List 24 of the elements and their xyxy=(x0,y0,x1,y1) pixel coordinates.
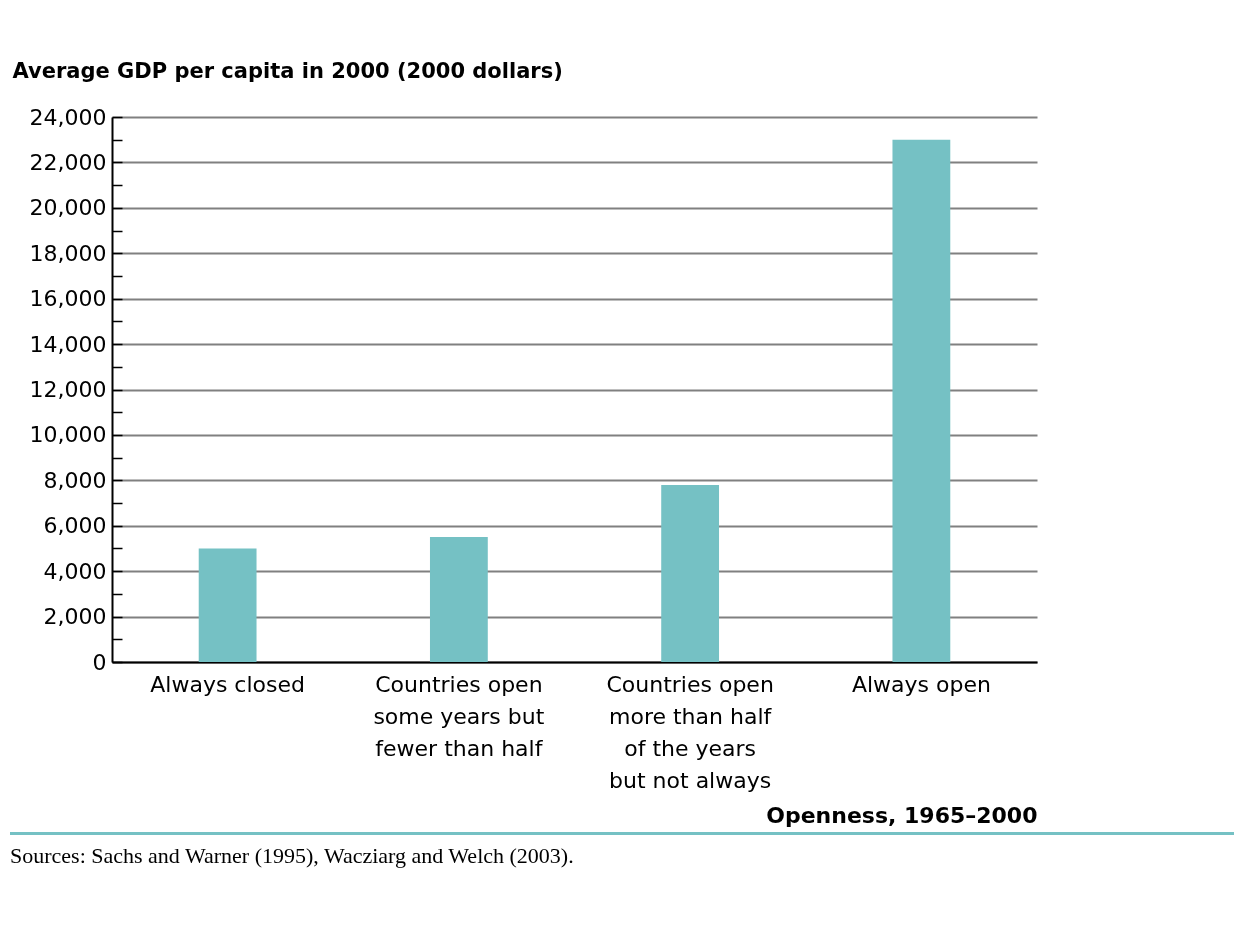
y-tick-label: 6,000 xyxy=(43,513,107,539)
y-tick-label: 14,000 xyxy=(29,331,107,357)
x-tick-label: Countries open some years but fewer than half xyxy=(373,671,545,761)
y-tick-label: 8,000 xyxy=(43,467,107,493)
y-tick-label: 16,000 xyxy=(29,286,107,312)
y-tick-label: 12,000 xyxy=(29,377,107,402)
y-tick-label: 10,000 xyxy=(29,422,107,448)
x-tick-label: Always open xyxy=(851,671,991,697)
bar xyxy=(892,139,951,662)
x-tick-label: Countries open more than half of the years but not always xyxy=(606,671,774,793)
y-tick-label: 2,000 xyxy=(43,604,107,630)
y-tick-label: 22,000 xyxy=(29,149,107,175)
x-axis-title: Openness, 1965–2000 xyxy=(766,802,1038,828)
y-axis-title: Average GDP per capita in 2000 (2000 dollars) xyxy=(12,58,563,83)
source-note: Sources: Sachs and Warner (1995), Wacziarg and Welch (2003). xyxy=(10,843,575,869)
bar xyxy=(661,484,720,662)
y-tick-label: 4,000 xyxy=(43,558,107,584)
y-tick-label: 18,000 xyxy=(29,240,107,266)
x-tick-label: Always closed xyxy=(150,671,305,697)
y-tick-label: 20,000 xyxy=(29,195,107,221)
y-tick-label: 24,000 xyxy=(29,104,107,130)
y-tick-label: 0 xyxy=(92,649,107,675)
bar xyxy=(198,548,257,662)
bar xyxy=(429,537,488,662)
